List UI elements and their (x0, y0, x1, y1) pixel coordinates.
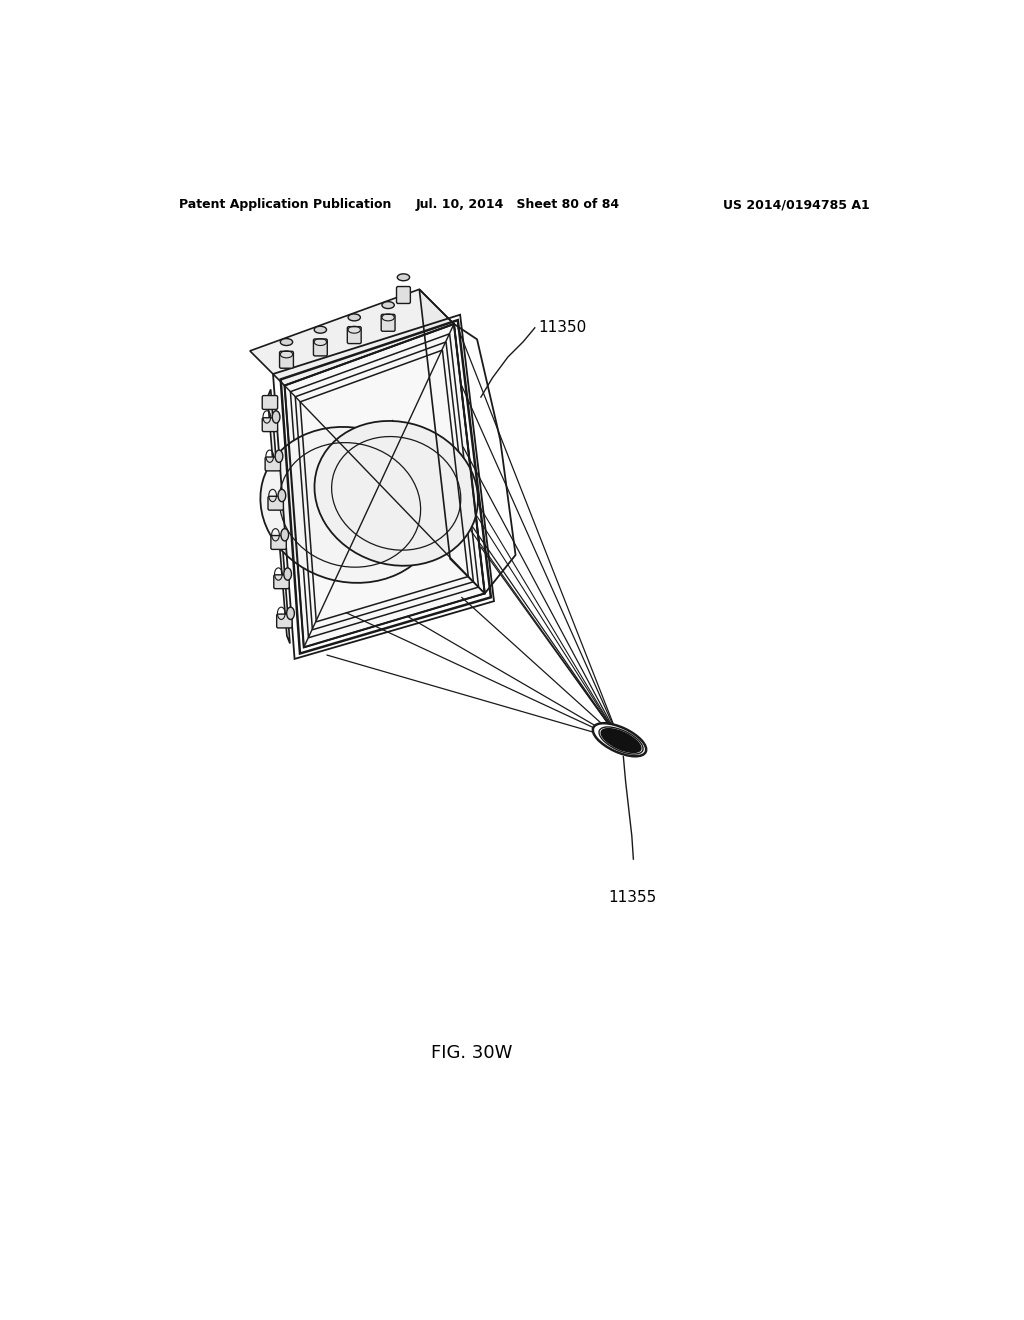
Ellipse shape (278, 490, 286, 502)
Text: Patent Application Publication: Patent Application Publication (179, 198, 391, 211)
Ellipse shape (593, 723, 646, 756)
FancyBboxPatch shape (347, 326, 361, 343)
Ellipse shape (397, 273, 410, 281)
FancyBboxPatch shape (265, 457, 281, 471)
Text: 11350: 11350 (539, 321, 587, 335)
FancyBboxPatch shape (273, 574, 289, 589)
Text: 11355: 11355 (608, 890, 656, 906)
Ellipse shape (287, 607, 294, 619)
Text: FIG. 30W: FIG. 30W (431, 1044, 512, 1061)
Ellipse shape (314, 421, 478, 566)
FancyBboxPatch shape (262, 417, 278, 432)
Ellipse shape (314, 326, 327, 333)
Polygon shape (250, 289, 454, 385)
Ellipse shape (260, 426, 439, 583)
Text: US 2014/0194785 A1: US 2014/0194785 A1 (724, 198, 870, 211)
FancyBboxPatch shape (262, 396, 278, 409)
Ellipse shape (382, 301, 394, 309)
Polygon shape (285, 323, 484, 647)
FancyBboxPatch shape (276, 614, 292, 628)
Ellipse shape (281, 528, 289, 541)
FancyBboxPatch shape (280, 351, 294, 368)
Ellipse shape (272, 411, 280, 424)
Ellipse shape (284, 568, 292, 581)
FancyBboxPatch shape (396, 286, 411, 304)
Ellipse shape (600, 727, 642, 754)
FancyBboxPatch shape (313, 339, 328, 356)
FancyBboxPatch shape (381, 314, 395, 331)
Ellipse shape (348, 314, 360, 321)
Ellipse shape (281, 338, 293, 346)
Text: Jul. 10, 2014   Sheet 80 of 84: Jul. 10, 2014 Sheet 80 of 84 (416, 198, 620, 211)
Polygon shape (419, 289, 484, 594)
FancyBboxPatch shape (268, 496, 284, 510)
FancyBboxPatch shape (271, 536, 287, 549)
Polygon shape (267, 389, 290, 644)
Ellipse shape (275, 450, 283, 462)
